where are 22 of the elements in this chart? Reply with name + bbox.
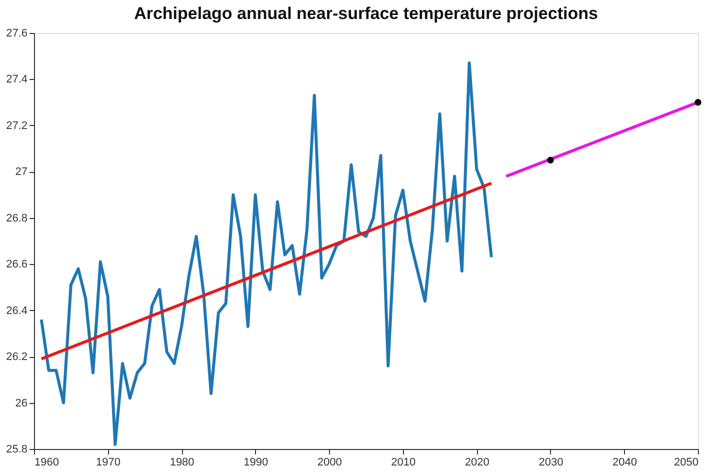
x-tick-label: 2050 [674, 456, 698, 468]
x-tick-label: 1980 [170, 456, 194, 468]
y-tick-label: 25.8 [6, 444, 28, 456]
x-tick-label: 2020 [464, 456, 490, 468]
y-tick-label: 26.6 [6, 258, 28, 271]
y-tick-label: 27.2 [6, 120, 28, 132]
y-tick-label: 26.4 [6, 304, 28, 317]
y-tick-label: 26.8 [6, 212, 28, 224]
x-tick-label: 1990 [244, 456, 268, 468]
chart-title: Archipelago annual near-surface temperature projections [134, 4, 598, 23]
x-tick-label: 1970 [96, 456, 121, 468]
y-tick-label: 27.4 [6, 74, 28, 86]
x-tick-label: 1960 [34, 456, 59, 468]
x-tick-label: 2010 [391, 456, 416, 468]
line-series [40, 62, 493, 446]
x-tick-label: 2040 [612, 456, 637, 468]
y-tick-label: 26 [15, 397, 28, 410]
x-tick-label: 2000 [317, 456, 342, 468]
x-tick-label: 2030 [538, 456, 564, 468]
y-tick-label: 27.6 [6, 28, 28, 40]
y-tick-label: 27 [15, 166, 28, 178]
y-tick-label: 26.2 [6, 351, 28, 364]
